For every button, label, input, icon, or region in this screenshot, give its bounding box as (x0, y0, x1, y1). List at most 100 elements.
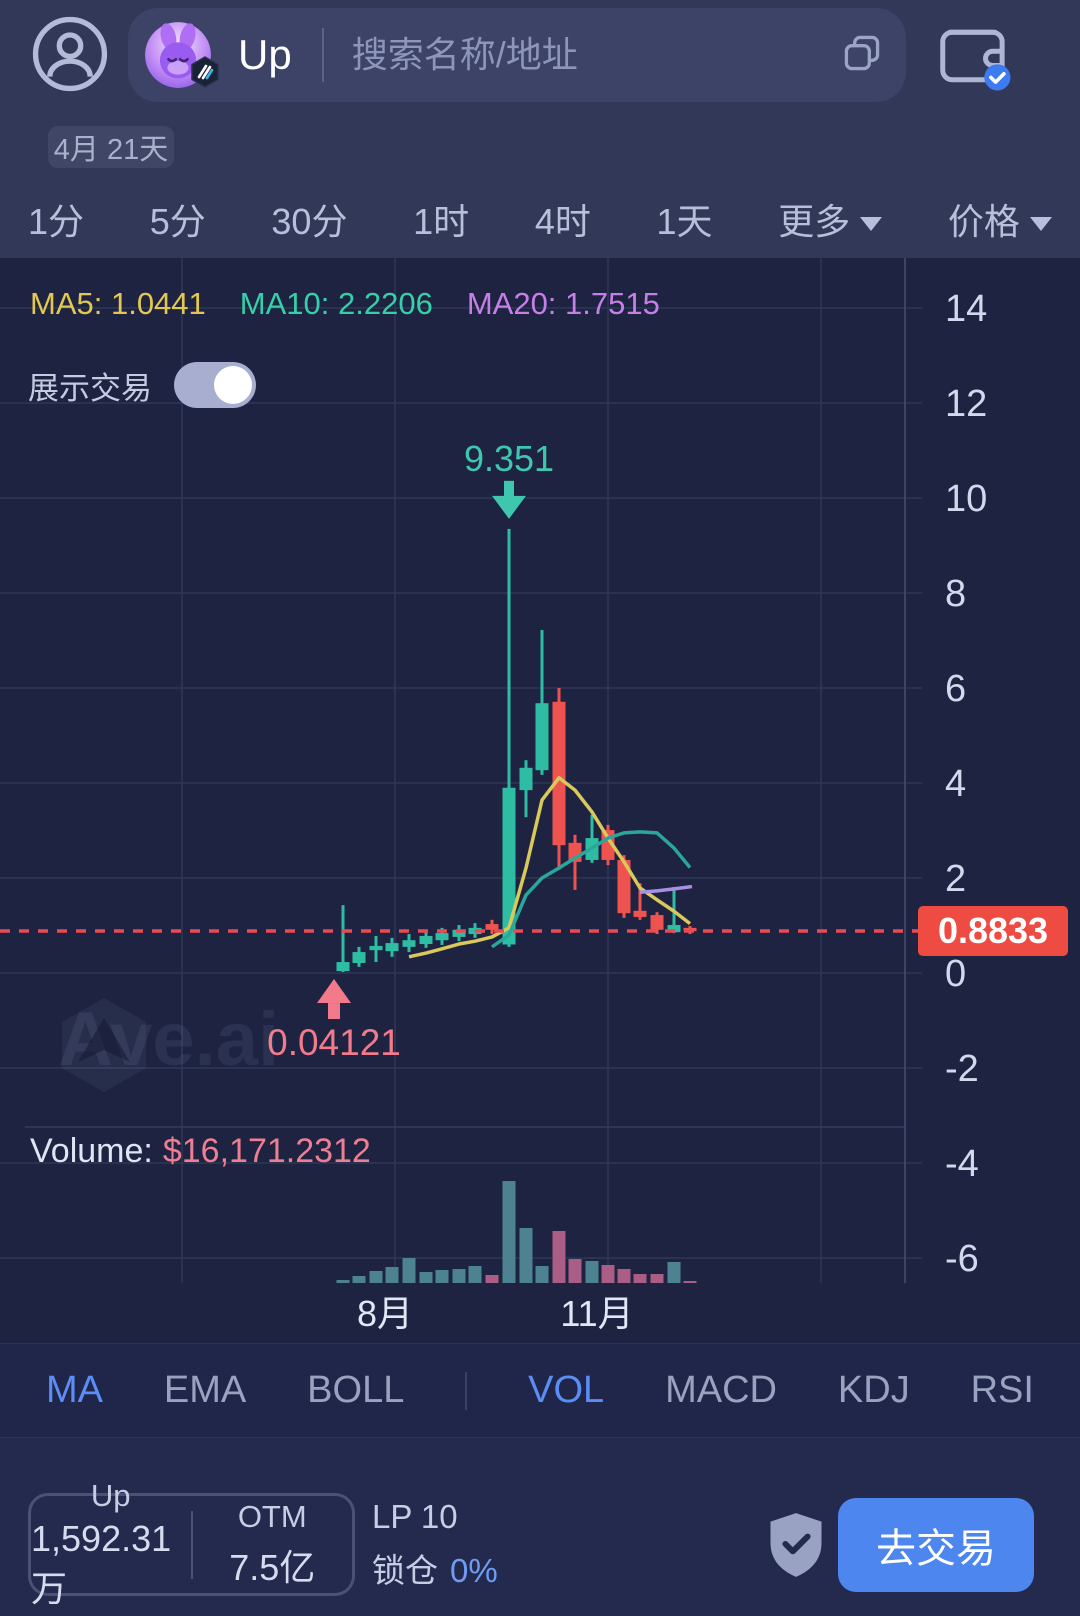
volume-bar (336, 1280, 350, 1283)
chart-panel: 0.8833 9.351 0.04121 14 12 10 8 6 4 2 0 -2 -4 -6 8月 11月… (0, 258, 1080, 1343)
volume-bar (519, 1228, 533, 1283)
volume-bar (468, 1266, 482, 1283)
tab-ema[interactable]: EMA (163, 1369, 247, 1411)
tab-rsi[interactable]: RSI (970, 1369, 1034, 1411)
go-trade-button[interactable]: 去交易 (838, 1498, 1034, 1592)
volume-bar (435, 1270, 449, 1283)
tab-price-dropdown[interactable]: 价格 (948, 193, 1052, 245)
search-input[interactable] (349, 33, 830, 77)
x-axis-label: 11月 (560, 1293, 633, 1334)
volume-bar (485, 1275, 499, 1283)
wallet-icon[interactable] (938, 20, 1014, 92)
divider (465, 1371, 468, 1410)
tab-1d[interactable]: 1天 (656, 201, 713, 242)
supply-stat: Up 1,592.31万 (31, 1477, 172, 1609)
tab-ma[interactable]: MA (46, 1369, 103, 1411)
otm-stat: OTM 7.5亿 (229, 1498, 316, 1588)
y-axis-label: 12 (945, 383, 987, 425)
tab-boll[interactable]: BOLL (307, 1369, 405, 1411)
y-axis-label: 10 (945, 478, 987, 520)
token-stats-box: Up 1,592.31万 OTM 7.5亿 (28, 1478, 355, 1609)
y-axis-label: -2 (945, 1048, 979, 1090)
token-logo (144, 21, 219, 89)
ma20-legend: MA20: 1.7515 (466, 286, 660, 321)
ma-line-ma20 (639, 884, 693, 894)
price-badge-value: 0.8833 (938, 910, 1048, 951)
volume-bar (568, 1259, 582, 1283)
down-arrow-icon (504, 480, 514, 497)
volume-bar (633, 1274, 647, 1283)
volume-bar (385, 1267, 399, 1283)
ma-line-ma5 (408, 776, 692, 959)
copy-icon[interactable] (840, 31, 884, 80)
chevron-down-icon (1029, 217, 1052, 232)
down-arrow-icon (492, 495, 526, 519)
tab-30min[interactable]: 30分 (271, 201, 348, 242)
ma-legend: MA5: 1.0441 MA10: 2.2206 MA20: 1.7515 (30, 286, 660, 322)
volume-bar (667, 1262, 681, 1283)
timeframe-tabs: 1分 5分 30分 1时 4时 1天 更多 价格 (0, 192, 1080, 246)
candle-body (435, 933, 449, 941)
volume-bar (683, 1281, 697, 1283)
volume-bar (402, 1258, 416, 1283)
tab-1min[interactable]: 1分 (28, 201, 85, 242)
indicator-tab-bar: MA EMA BOLL VOL MACD KDJ RSI (0, 1343, 1080, 1437)
volume-bar (552, 1231, 566, 1283)
candle-body (385, 943, 399, 952)
divider (321, 28, 324, 82)
candle-body (419, 935, 433, 945)
volume-bar (617, 1269, 631, 1283)
y-axis-label: 0 (945, 953, 966, 995)
volume-bar (650, 1274, 664, 1283)
volume-bar (452, 1269, 466, 1283)
y-axis-label: -4 (945, 1143, 979, 1185)
top-bar: Up 4月 21天 1分 5分 30分 1时 (0, 0, 1080, 258)
volume-bar (352, 1276, 366, 1283)
y-axis-label: -6 (945, 1238, 979, 1280)
volume-bar (601, 1265, 615, 1283)
candle-body (617, 859, 631, 914)
candle-body (552, 701, 566, 846)
lp-info: LP 10 锁仓 0% (372, 1498, 498, 1592)
y-axis-label: 2 (945, 858, 966, 900)
y-axis-label: 8 (945, 573, 966, 615)
candlestick-chart[interactable]: 0.8833 9.351 0.04121 14 12 10 8 6 4 2 0 -2 -4 -6 8月 11月 (0, 258, 1080, 1343)
tab-1h[interactable]: 1时 (413, 201, 470, 242)
candle-body (535, 703, 549, 771)
search-bar[interactable]: Up (128, 8, 906, 102)
y-axis-label: 14 (945, 288, 987, 330)
candle-body (336, 962, 350, 972)
up-arrow-icon (328, 1003, 340, 1020)
tab-kdj[interactable]: KDJ (837, 1369, 910, 1411)
candle-body (667, 925, 681, 933)
security-shield-icon[interactable] (766, 1511, 826, 1579)
tab-macd[interactable]: MACD (665, 1369, 777, 1411)
candle-body (650, 915, 664, 930)
volume-bar (502, 1181, 516, 1283)
up-arrow-icon (317, 979, 351, 1004)
tab-5min[interactable]: 5分 (149, 201, 206, 242)
show-trades-row: 展示交易 (28, 362, 256, 408)
y-axis-label: 4 (945, 763, 966, 805)
candle-body (485, 924, 499, 930)
volume-bars (336, 1181, 697, 1283)
volume-bar (535, 1266, 549, 1283)
user-avatar-icon[interactable] (32, 16, 108, 92)
candle-body (452, 929, 466, 937)
chevron-down-icon (860, 217, 883, 232)
volume-bar (585, 1261, 599, 1283)
tab-vol[interactable]: VOL (528, 1369, 605, 1411)
tab-4h[interactable]: 4时 (534, 201, 591, 242)
volume-bar (419, 1272, 433, 1283)
y-axis-label: 6 (945, 668, 966, 710)
x-axis-label: 8月 (357, 1293, 413, 1334)
tab-more-dropdown[interactable]: 更多 (778, 193, 883, 245)
divider (190, 1510, 193, 1579)
high-annotation: 9.351 (464, 438, 554, 479)
token-name: Up (238, 31, 292, 78)
bottom-bar: Up 1,592.31万 OTM 7.5亿 LP 10 锁仓 0% 去交易 (0, 1437, 1080, 1616)
show-trades-toggle[interactable] (174, 362, 256, 408)
low-annotation: 0.04121 (267, 1022, 401, 1063)
candle-body (402, 940, 416, 947)
